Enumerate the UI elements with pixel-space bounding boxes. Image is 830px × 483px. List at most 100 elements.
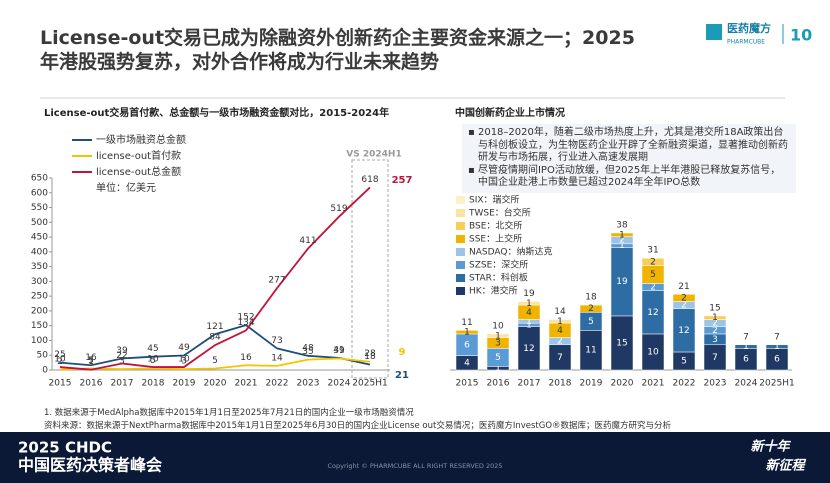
y-tick-label: 0 [42, 366, 48, 376]
line-series [59, 357, 371, 371]
x-tick-label: 2016 [487, 379, 510, 389]
legend-label: SSE：上交所 [469, 233, 522, 245]
data-label: 1 [557, 317, 563, 327]
logo-badge: 10 [790, 26, 812, 45]
x-tick-label: 2018 [549, 379, 572, 389]
data-label: 15 [616, 338, 627, 348]
data-label: 2 [681, 301, 687, 311]
event-name: 中国医药决策者峰会 [18, 456, 162, 475]
notes-box: ▪ 2018–2020年，随着二级市场热度上升，尤其是港交所18A政策出台与科创… [462, 124, 796, 193]
y-tick-label: 550 [31, 203, 48, 213]
line-series [59, 324, 371, 367]
data-label: 6 [464, 340, 470, 350]
event-year: 2025 CHDC [18, 439, 112, 457]
data-label: 16 [240, 353, 252, 363]
data-label: 1 [464, 328, 470, 338]
legend-label: 一级市场融资总金额 [96, 133, 186, 146]
legend-swatch [456, 196, 465, 204]
data-label: 1 [619, 241, 625, 251]
data-label: 12 [523, 344, 534, 354]
data-label: 2 [557, 337, 563, 347]
total-label: 10 [492, 321, 504, 331]
y-tick-label: 450 [31, 233, 48, 243]
total-label: 18 [585, 293, 597, 303]
data-label: 4 [464, 358, 470, 368]
x-tick-label: 2023 [297, 379, 320, 389]
y-tick-label: 150 [31, 321, 48, 331]
x-tick-label: 2018 [142, 379, 165, 389]
y-tick-label: 200 [31, 306, 48, 316]
line-series [59, 186, 371, 371]
legend-swatch [456, 274, 465, 282]
data-label: 12 [647, 308, 658, 318]
legend-label: STAR：科创板 [469, 272, 528, 284]
data-label: 2 [588, 304, 594, 314]
data-label: 5 [588, 317, 594, 327]
x-tick-label: 2025H1 [759, 379, 794, 389]
slogan: 新征程 [765, 458, 806, 474]
comparison-box [351, 159, 389, 379]
legend-label: license-out首付款 [96, 149, 181, 162]
x-tick-label: 2019 [173, 379, 196, 389]
y-tick-label: 100 [31, 336, 48, 346]
data-label: 12 [678, 326, 689, 336]
data-label: 1 [743, 342, 749, 352]
x-tick-label: 2016 [80, 379, 103, 389]
note: ▪ 尽管疫情期间IPO活动放缓，但2025年上半年港股已释放复苏信号，中国企业赴… [468, 164, 781, 189]
data-label: 2 [712, 319, 718, 329]
legend-swatch [456, 248, 465, 256]
data-label: 6 [774, 355, 780, 365]
data-label: 618 [361, 175, 378, 185]
bar-segment [579, 304, 603, 313]
x-tick-label: 2022 [673, 379, 696, 389]
legend-swatch [456, 209, 465, 217]
bar-segment [703, 315, 727, 320]
x-tick-label: 2023 [704, 379, 727, 389]
legend-label: SIX：瑞交所 [469, 194, 520, 206]
data-label: 1 [88, 357, 94, 367]
chart-title: License-out交易首付款、总金额与一级市场融资金额对比，2015-202… [44, 106, 389, 119]
slogan: 新十年 [750, 439, 791, 455]
data-label: 19 [616, 277, 628, 287]
data-label: 39 [116, 346, 128, 356]
total-label: 21 [678, 282, 689, 292]
data-label: 2 [57, 357, 63, 367]
note-text: 尽管疫情期间IPO活动放缓，但2025年上半年港股已释放复苏信号，中国企业赴港上… [477, 164, 781, 189]
data-label: 5 [681, 356, 687, 366]
data-label: 39 [333, 346, 345, 356]
data-label: 10 [147, 355, 159, 365]
data-label: 10 [178, 355, 190, 365]
total-label: 14 [554, 307, 566, 317]
data-label: 11 [585, 346, 596, 356]
legend-label: BSE：北交所 [469, 220, 522, 232]
bar-segment [455, 330, 479, 335]
data-label: 277 [268, 276, 285, 286]
bar-segment [734, 344, 758, 349]
legend-label: SZSE：深交所 [469, 259, 528, 271]
data-label: 45 [147, 344, 158, 354]
legend-swatch [456, 222, 465, 230]
logo-icon [706, 24, 722, 40]
data-label: 121 [206, 322, 223, 332]
x-tick-label: 2025H1 [352, 379, 387, 389]
y-tick-label: 50 [37, 351, 49, 361]
bar-segment [610, 232, 634, 237]
data-label: 25 [54, 350, 65, 360]
x-tick-label: 2020 [611, 379, 634, 389]
bar-segment [548, 319, 572, 324]
data-label: 2 [650, 257, 656, 267]
data-label: 18 [364, 352, 376, 362]
data-label: 2 [619, 236, 625, 246]
data-label: 2 [681, 293, 687, 303]
bar-segment [765, 344, 789, 349]
comparison-value: 21 [395, 370, 409, 381]
logo-text: 医药魔方 [727, 21, 771, 35]
data-label: 48 [302, 343, 314, 353]
total-label: 19 [523, 289, 535, 299]
title-line: 年港股强势复苏，对外合作将成为行业未来趋势 [40, 51, 440, 73]
legend-swatch [456, 235, 465, 243]
data-label: 84 [209, 333, 221, 343]
x-tick-label: 2021 [642, 379, 665, 389]
legend-label: license-out总金额 [96, 165, 181, 178]
